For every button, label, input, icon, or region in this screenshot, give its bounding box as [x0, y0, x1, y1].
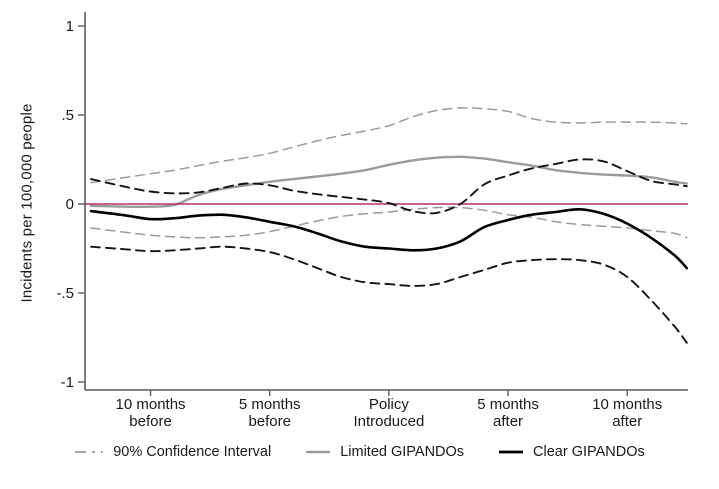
series-limited-ci_upper	[90, 107, 688, 184]
y-axis-title: Incidents per 100,000 people	[18, 103, 36, 303]
legend-label: 90% Confidence Interval	[113, 444, 272, 460]
x-tick-label: 10 months after	[592, 396, 662, 430]
series-limited-ci_lower	[90, 206, 688, 239]
x-tick-label: 5 months after	[477, 396, 539, 430]
series-clear-estimate	[89, 207, 689, 270]
legend-label: Clear GIPANDOs	[533, 444, 645, 460]
chart-legend: 90% Confidence Interval Limited GIPANDOs…	[0, 444, 719, 460]
y-tick-label: -1	[61, 374, 74, 391]
legend-item-limited-gipandos: Limited GIPANDOs	[305, 444, 464, 460]
legend-item-confidence-interval: 90% Confidence Interval	[74, 444, 271, 460]
dashed-line-sample-icon	[75, 451, 104, 453]
black-line-sample-icon	[499, 450, 524, 454]
gray-line-sample-icon	[306, 450, 331, 454]
x-tick-label: 5 months before	[239, 396, 301, 430]
legend-item-clear-gipandos: Clear GIPANDOs	[498, 444, 645, 460]
y-tick-label: .5	[61, 107, 74, 124]
series-clear-ci_upper	[90, 158, 688, 215]
legend-label: Limited GIPANDOs	[340, 444, 465, 460]
x-tick-label: 10 months before	[116, 396, 186, 430]
series-clear-ci_lower	[90, 245, 688, 344]
y-tick-label: -.5	[56, 285, 74, 302]
x-tick-label: Policy Introduced	[353, 396, 424, 430]
series-limited-estimate	[89, 155, 688, 209]
y-tick-label: 0	[66, 196, 74, 213]
y-tick-label: 1	[66, 18, 74, 35]
